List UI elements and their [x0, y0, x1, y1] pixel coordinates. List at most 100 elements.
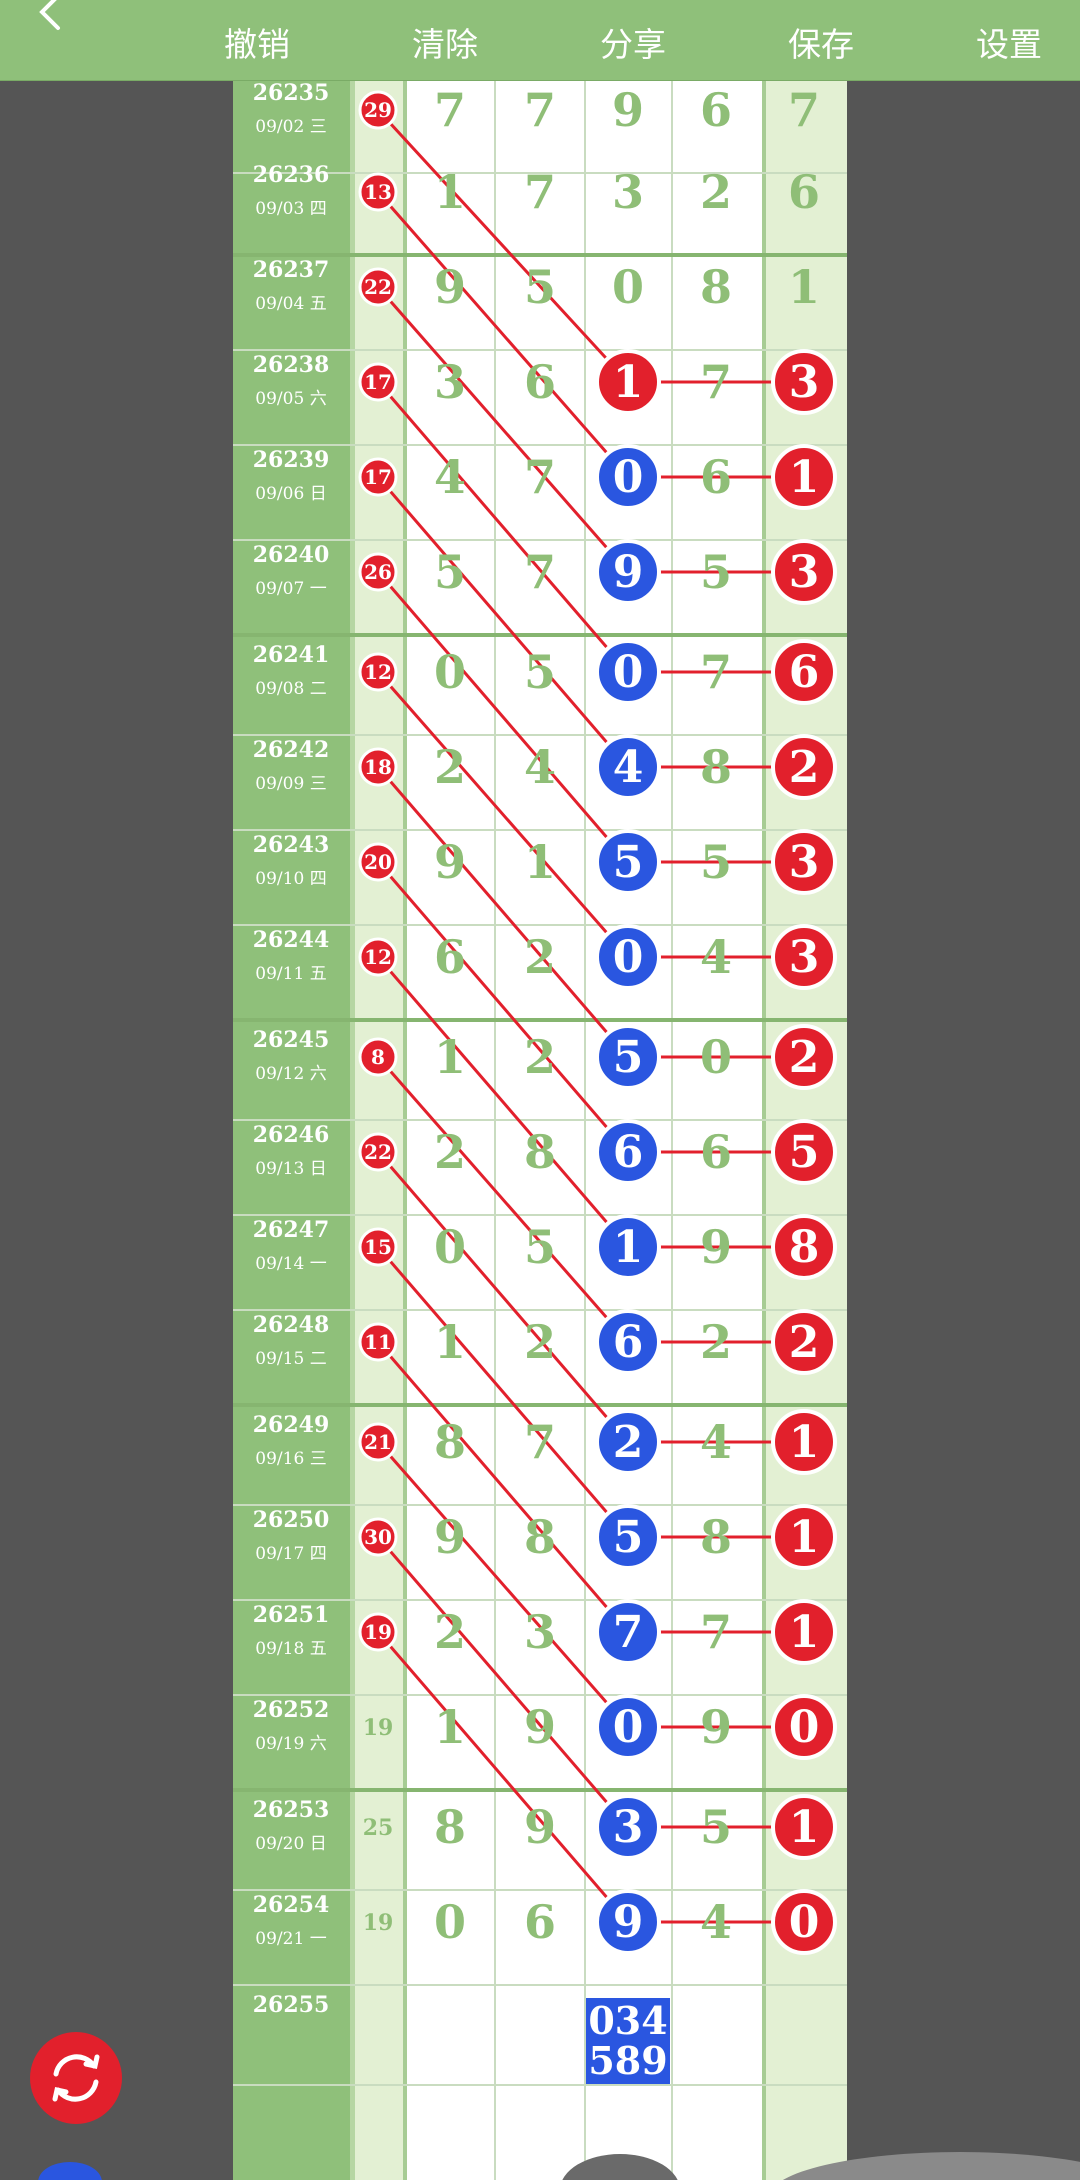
digit-value: 1 [434, 1700, 466, 1754]
digit-value: 7 [524, 165, 556, 219]
sum-value: 22 [364, 275, 392, 299]
trend-line [376, 1151, 630, 1443]
last-value: 1 [788, 260, 820, 314]
trend-line [376, 571, 630, 863]
sum-circle [358, 552, 398, 592]
trend-line [376, 1536, 630, 1828]
digit-circle [595, 1694, 661, 1760]
prediction-line: 034 [588, 1998, 667, 2043]
sum-value: 18 [364, 755, 392, 779]
issue-date: 09/20 日 [255, 1834, 326, 1854]
last-circle [771, 539, 837, 605]
last-circle [771, 924, 837, 990]
sum-value: 25 [363, 1815, 394, 1841]
sum-circle [358, 1322, 398, 1362]
digit-value: 5 [700, 545, 732, 599]
digit-circle [595, 829, 661, 895]
sum-value: 17 [364, 465, 392, 489]
last-value: 0 [789, 1897, 820, 1948]
divider [403, 80, 407, 2180]
issue-date: 09/21 一 [255, 1929, 326, 1949]
issue-column [233, 80, 350, 2180]
issue-number: 26237 [253, 257, 330, 283]
last-circle [771, 444, 837, 510]
issue-number: 26245 [253, 1027, 330, 1053]
issue-number: 26255 [253, 1992, 330, 2018]
sum-value: 29 [364, 98, 392, 122]
last-value: 3 [789, 837, 820, 888]
save-button[interactable]: 保存 [756, 0, 886, 80]
digit-value: 0 [613, 1702, 644, 1753]
last-value: 6 [788, 165, 820, 219]
digit-value: 6 [524, 355, 556, 409]
trend-line [376, 861, 630, 1153]
digit-value: 8 [434, 1800, 466, 1854]
issue-date: 09/07 一 [255, 579, 326, 599]
trend-line [376, 671, 630, 958]
digit-value: 4 [434, 450, 466, 504]
sum-value: 26 [364, 560, 392, 584]
issue-number: 26240 [253, 542, 330, 568]
digit-circle [595, 1409, 661, 1475]
undo-icon [192, 0, 322, 14]
digit-circle [595, 349, 661, 415]
sum-circle [358, 747, 398, 787]
last-value: 1 [789, 1512, 820, 1563]
issue-date: 09/09 三 [255, 774, 326, 794]
digit-value: 6 [700, 83, 732, 137]
back-button[interactable] [28, 0, 68, 34]
undo-button[interactable]: 撤销 [192, 0, 322, 80]
digit-value: 9 [434, 260, 466, 314]
digit-value: 1 [434, 165, 466, 219]
last-value: 1 [789, 1802, 820, 1853]
digit-value: 5 [524, 260, 556, 314]
secondary-fab[interactable] [30, 2160, 110, 2180]
issue-number: 26252 [253, 1697, 330, 1723]
digit-value: 5 [524, 645, 556, 699]
issue-date: 09/10 四 [255, 869, 326, 889]
digit-value: 7 [524, 545, 556, 599]
sum-value: 11 [364, 1330, 392, 1354]
issue-number: 26248 [253, 1312, 330, 1338]
digit-value: 7 [524, 450, 556, 504]
digit-value: 7 [700, 355, 732, 409]
share-button[interactable]: 分享 [568, 0, 698, 80]
refresh-button[interactable] [28, 2030, 124, 2126]
digit-value: 4 [700, 1895, 732, 1949]
digit-value: 9 [612, 83, 644, 137]
issue-number: 26241 [253, 642, 330, 668]
digit-circle [595, 1794, 661, 1860]
issue-date: 09/12 六 [255, 1064, 326, 1084]
last-circle [771, 1504, 837, 1570]
last-value: 2 [789, 1317, 820, 1368]
trend-line [376, 108, 630, 384]
digit-value: 6 [700, 450, 732, 504]
digit-value: 6 [524, 1895, 556, 1949]
share-icon [568, 0, 698, 14]
sum-value: 30 [364, 1525, 392, 1549]
issue-date: 09/02 三 [255, 117, 326, 137]
last-circle [771, 1694, 837, 1760]
sum-circle [358, 172, 398, 212]
issue-number: 26249 [253, 1412, 330, 1438]
trend-line [376, 191, 630, 478]
last-value: 3 [789, 932, 820, 983]
prediction-line: 589 [588, 2038, 667, 2083]
sum-value: 22 [364, 1140, 392, 1164]
issue-date: 09/11 五 [255, 964, 326, 984]
sum-column [355, 80, 403, 2180]
digit-value: 2 [613, 1417, 644, 1468]
digit-value: 5 [613, 837, 644, 888]
sum-circle [358, 1227, 398, 1267]
digit-value: 5 [434, 545, 466, 599]
digit-value: 6 [434, 930, 466, 984]
sum-circle [358, 267, 398, 307]
digit-value: 0 [612, 260, 644, 314]
digit-value: 0 [613, 932, 644, 983]
clear-button[interactable]: 清除 [380, 0, 510, 80]
issue-date: 09/08 二 [255, 679, 326, 699]
digit-value: 9 [700, 1220, 732, 1274]
sum-circle [358, 1037, 398, 1077]
settings-button[interactable]: 设置 [944, 0, 1074, 80]
trend-line [376, 1341, 630, 1633]
